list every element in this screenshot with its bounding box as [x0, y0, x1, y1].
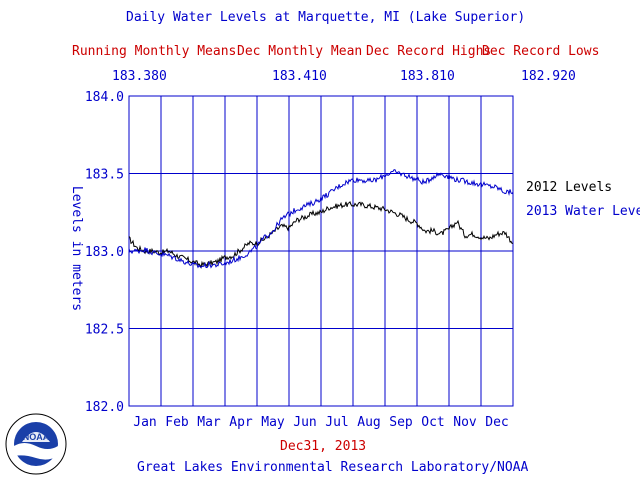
credit-label: Great Lakes Environmental Research Labor… — [137, 460, 529, 475]
stat-label-dec-record-lows: Dec Record Lows — [482, 44, 600, 59]
chart-title: Daily Water Levels at Marquette, MI (Lak… — [126, 10, 526, 25]
date-label: Dec31, 2013 — [280, 439, 367, 454]
x-tick-label: Jan — [133, 415, 156, 430]
x-tick-label: Dec — [485, 415, 508, 430]
y-tick-labels: 182.0 182.5 183.0 183.5 184.0 — [85, 90, 124, 415]
series-lines — [128, 169, 514, 270]
grid — [128, 95, 514, 407]
stat-value-dec-monthly-mean: 183.410 — [272, 69, 327, 84]
y-tick-label: 182.0 — [85, 400, 124, 415]
stat-value-dec-record-highs: 183.810 — [400, 69, 455, 84]
stat-value-dec-record-lows: 182.920 — [521, 69, 576, 84]
stat-label-dec-record-highs: Dec Record Highs — [366, 44, 492, 59]
x-tick-label: Nov — [453, 415, 477, 430]
stat-label-running-monthly-means: Running Monthly Means — [72, 44, 237, 59]
x-tick-label: May — [261, 415, 285, 430]
legend-2013: 2013 Water Level — [526, 204, 640, 219]
noaa-logo: NOAA — [5, 413, 67, 475]
x-tick-label: Mar — [197, 415, 221, 430]
stat-value-running-monthly-means: 183.380 — [112, 69, 167, 84]
y-tick-label: 182.5 — [85, 323, 124, 338]
series-line-1 — [128, 169, 514, 269]
x-tick-label: Feb — [165, 415, 189, 430]
noaa-logo-text: NOAA — [23, 432, 50, 442]
y-tick-label: 183.5 — [85, 168, 124, 183]
y-axis-label: Levels in meters — [69, 185, 85, 312]
x-tick-label: Jun — [293, 415, 316, 430]
x-tick-label: Aug — [357, 415, 380, 430]
y-tick-label: 184.0 — [85, 90, 124, 105]
series-line-0 — [128, 200, 514, 270]
x-tick-label: Apr — [229, 415, 253, 430]
x-tick-label: Sep — [389, 415, 413, 430]
x-tick-label: Jul — [325, 415, 348, 430]
x-tick-labels: Jan Feb Mar Apr May Jun Jul Aug Sep Oct Nov Dec — [133, 415, 508, 430]
legend-2012: 2012 Levels — [526, 180, 613, 195]
stat-label-dec-monthly-mean: Dec Monthly Mean — [237, 44, 363, 59]
x-tick-label: Oct — [421, 415, 444, 430]
y-tick-label: 183.0 — [85, 245, 124, 260]
